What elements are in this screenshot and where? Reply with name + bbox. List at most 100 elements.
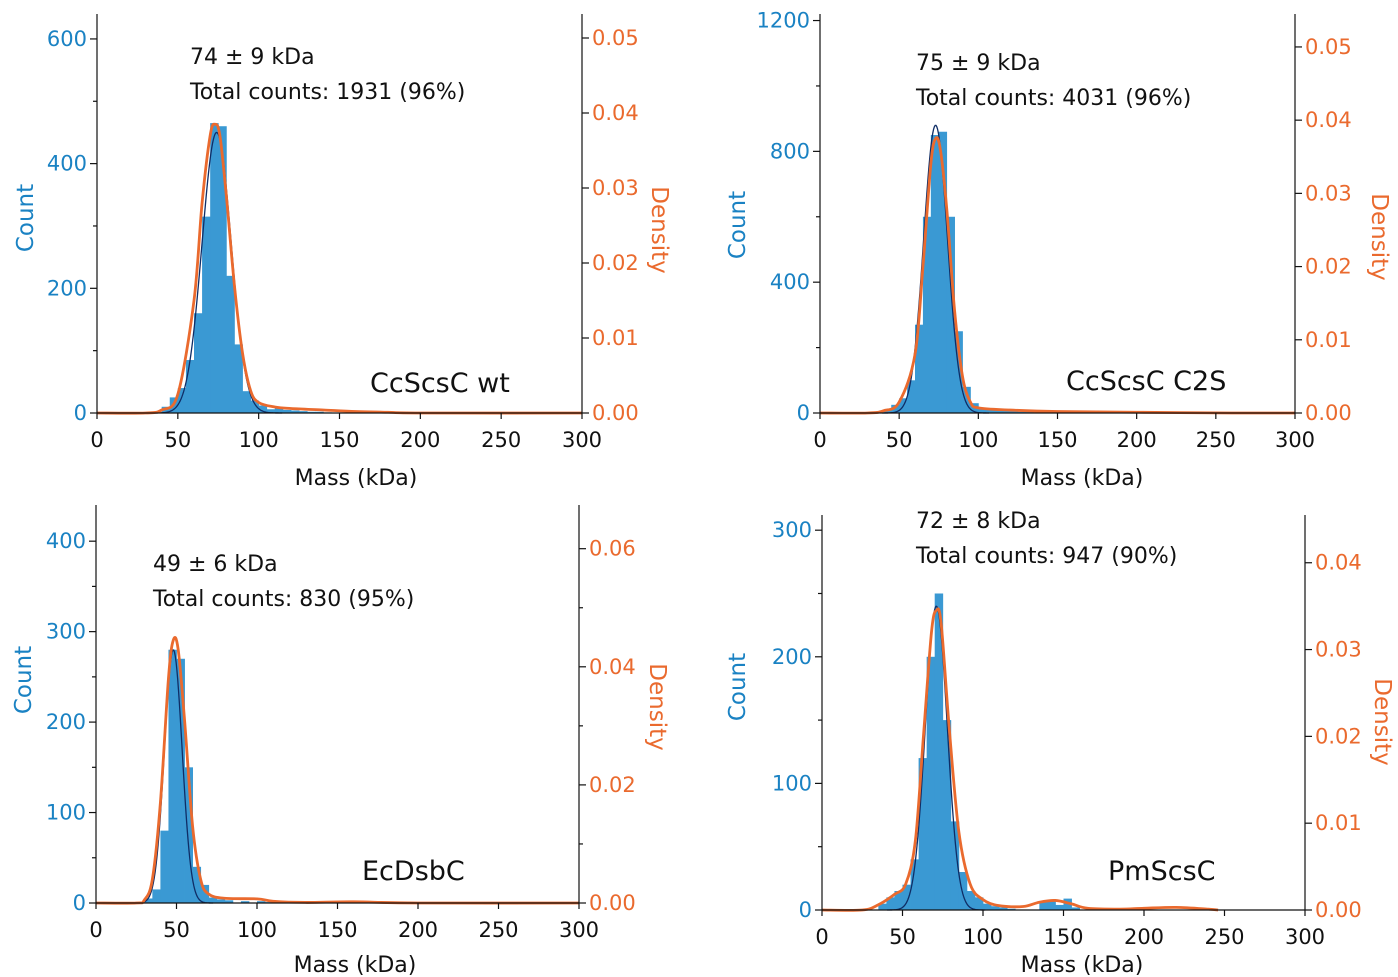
mass-annotation: 49 ± 6 kDa xyxy=(153,552,278,577)
histogram-bar xyxy=(242,391,251,413)
x-tick-label: 50 xyxy=(889,925,916,949)
histogram-bar xyxy=(978,408,987,413)
y-tick-label: 0 xyxy=(799,898,812,922)
y2-tick-label: 0.01 xyxy=(592,326,639,350)
y2-tick-label: 0.04 xyxy=(1305,108,1352,132)
histogram-bar xyxy=(966,891,976,910)
x-axis-label: Mass (kDa) xyxy=(295,466,418,491)
histogram-bar xyxy=(202,216,211,413)
histogram-bar xyxy=(226,275,235,413)
histogram-bar xyxy=(176,658,185,903)
x-tick-label: 150 xyxy=(1037,428,1077,452)
y2-tick-label: 0.02 xyxy=(1315,724,1362,748)
y2-tick-label: 0.04 xyxy=(592,101,639,125)
x-tick-label: 300 xyxy=(1275,428,1315,452)
y2-tick-label: 0.04 xyxy=(589,655,636,679)
gaussian-fit-line xyxy=(151,131,283,414)
x-tick-label: 300 xyxy=(1285,925,1325,949)
histogram-bar xyxy=(986,409,995,413)
histogram-bar xyxy=(950,821,960,910)
histogram-bar xyxy=(1002,410,1011,413)
histogram-bar xyxy=(152,889,161,903)
y-tick-label: 0 xyxy=(73,891,86,915)
histogram-bar xyxy=(1010,411,1019,413)
y2-tick-label: 0.00 xyxy=(1315,898,1362,922)
x-tick-label: 100 xyxy=(239,428,279,452)
y-tick-label: 400 xyxy=(46,529,86,553)
histogram-bars xyxy=(161,123,332,413)
histogram-bar xyxy=(240,901,250,903)
histogram-bar xyxy=(894,891,903,910)
x-tick-label: 150 xyxy=(317,918,357,942)
x-tick-label: 200 xyxy=(1124,925,1164,949)
y-tick-label: 600 xyxy=(47,27,87,51)
histogram-bar xyxy=(922,216,932,413)
histogram-bar xyxy=(291,410,300,413)
histogram-bar xyxy=(999,907,1008,910)
y2-tick-label: 0.02 xyxy=(1305,255,1352,279)
histogram-bar xyxy=(942,720,952,910)
y-axis-label: Count xyxy=(725,653,751,721)
y2-tick-label: 0.04 xyxy=(1315,551,1362,575)
histogram-bar xyxy=(991,906,1000,910)
histogram-bar xyxy=(878,903,887,910)
y2-tick-label: 0.03 xyxy=(592,176,639,200)
histogram-bar xyxy=(1047,901,1056,910)
axes: 0 50 100 150 200 250 300 0 400 800 1200 0.00 0.01 0.0… xyxy=(757,9,1352,452)
x-tick-label: 250 xyxy=(478,918,518,942)
sample-label: PmScsC xyxy=(1108,856,1216,887)
histogram-bar xyxy=(891,404,900,413)
x-tick-label: 300 xyxy=(562,428,602,452)
histogram-bar xyxy=(184,767,193,903)
axes: 0 50 100 150 200 250 300 0 100 200 300 0.00 0.01 0.02… xyxy=(772,515,1362,949)
gaussian-fit-line xyxy=(887,605,986,911)
y2-tick-label: 0.01 xyxy=(1315,811,1362,835)
x-axis-label: Mass (kDa) xyxy=(294,953,417,977)
y2-tick-label: 0.05 xyxy=(1305,35,1352,59)
histogram-bar xyxy=(1055,904,1064,910)
histogram-bar xyxy=(958,872,968,910)
histogram-bar xyxy=(307,411,316,413)
x-tick-label: 50 xyxy=(886,428,913,452)
y2-axis-label: Density xyxy=(1369,678,1395,765)
y2-tick-label: 0.00 xyxy=(589,891,636,915)
histogram-bar xyxy=(192,866,202,903)
panel-cc-scsc-c2s: 0 50 100 150 200 250 300 0 400 800 1200 0.00 0.01 0.0… xyxy=(725,9,1392,491)
y2-tick-label: 0.00 xyxy=(1305,401,1352,425)
x-tick-label: 250 xyxy=(1196,428,1236,452)
x-tick-label: 0 xyxy=(813,428,826,452)
panel-cc-scsc-wt: 0 50 100 150 200 250 300 0 200 400 600 0.00 0.01 0.02… xyxy=(13,14,672,491)
histogram-bar xyxy=(926,656,936,910)
x-tick-label: 50 xyxy=(164,428,191,452)
y-tick-label: 800 xyxy=(770,139,810,163)
x-tick-label: 100 xyxy=(958,428,998,452)
histogram-bar xyxy=(974,897,984,910)
histogram-bar xyxy=(1039,901,1048,910)
histogram-bar xyxy=(168,649,177,903)
gaussian-fit-line xyxy=(133,649,214,904)
histogram-bar xyxy=(282,409,292,413)
y2-tick-label: 0.05 xyxy=(592,26,639,50)
x-tick-label: 100 xyxy=(237,918,277,942)
axes: 0 50 100 150 200 250 300 0 200 400 600 0.00 0.01 0.02… xyxy=(47,14,639,452)
x-tick-label: 200 xyxy=(1117,428,1157,452)
x-tick-label: 200 xyxy=(398,918,438,942)
y2-axis-label: Density xyxy=(1366,193,1392,280)
y-tick-label: 1200 xyxy=(757,9,810,33)
mass-annotation: 74 ± 9 kDa xyxy=(190,45,315,70)
y2-tick-label: 0.02 xyxy=(592,251,639,275)
y-tick-label: 100 xyxy=(772,771,812,795)
histogram-bar xyxy=(907,380,916,413)
counts-annotation: Total counts: 1931 (96%) xyxy=(189,80,465,105)
panel-ec-dsbc: 0 50 100 150 200 250 300 0 100 200 300 400 0.00 0.02 0… xyxy=(11,505,670,977)
x-tick-label: 0 xyxy=(90,428,103,452)
axes: 0 50 100 150 200 250 300 0 100 200 300 400 0.00 0.02 0… xyxy=(46,505,636,942)
histogram-bar xyxy=(160,830,169,903)
y-tick-label: 400 xyxy=(770,270,810,294)
mass-annotation: 75 ± 9 kDa xyxy=(916,51,1041,76)
histogram-bar xyxy=(938,131,948,414)
y2-tick-label: 0.03 xyxy=(1305,181,1352,205)
y-tick-label: 200 xyxy=(772,645,812,669)
histogram-bar xyxy=(962,386,971,413)
